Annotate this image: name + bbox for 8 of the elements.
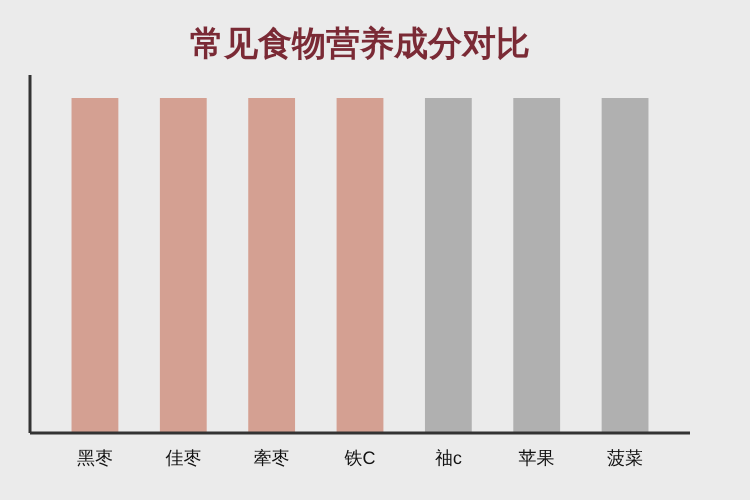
x-tick-label: 苹果	[518, 448, 555, 468]
x-tick-label: 铁C	[344, 448, 376, 468]
x-tick-label: 牽枣	[254, 448, 290, 468]
x-tick-label: 黑枣	[76, 448, 113, 468]
x-tick-label: 佳枣	[165, 448, 202, 468]
x-tick-label: 菠菜	[607, 448, 644, 468]
chart-title: 常见食物营养成分对比	[190, 24, 530, 64]
x-tick-label: 䄂c	[434, 448, 462, 468]
